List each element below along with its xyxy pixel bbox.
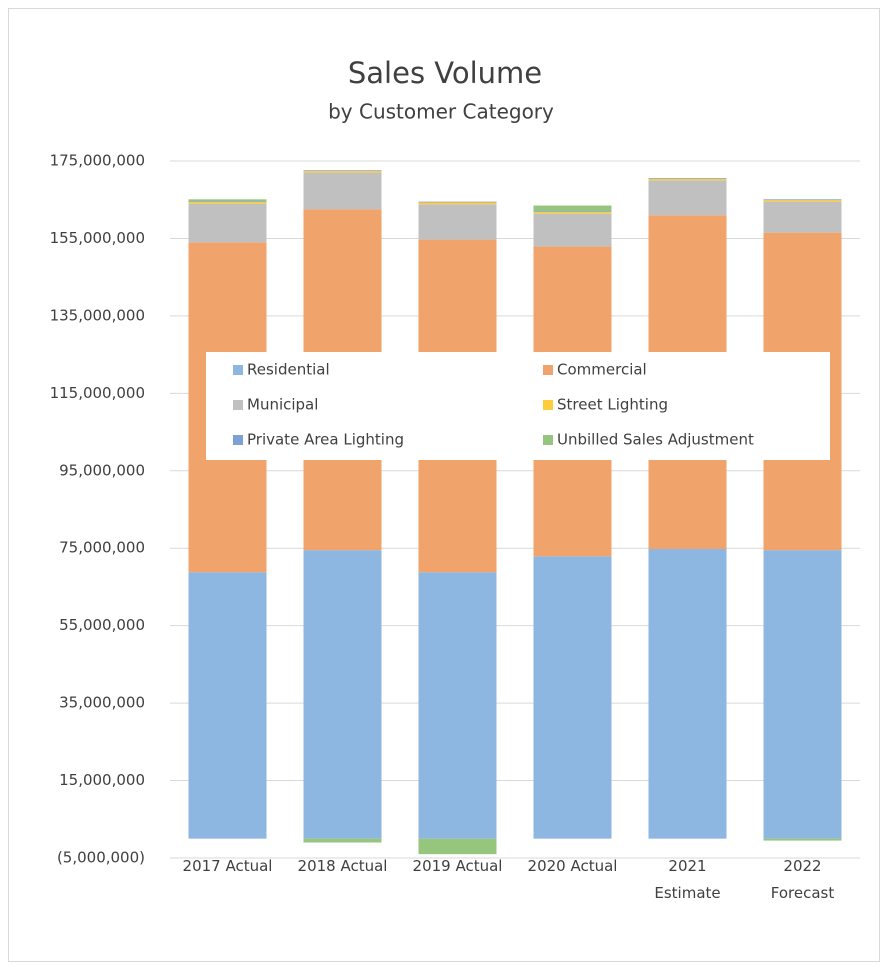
bar-segment (533, 556, 612, 839)
y-tick-label: 115,000,000 (50, 384, 145, 402)
bar-segment (303, 170, 382, 172)
x-tick-label: 2021 Estimate (654, 857, 720, 902)
bar-segment (418, 572, 497, 839)
bar-segment (303, 172, 382, 210)
y-tick-label: 35,000,000 (59, 694, 145, 712)
y-tick-label: 135,000,000 (50, 306, 145, 324)
bar-segment (763, 201, 842, 233)
bar-segment (188, 201, 267, 203)
chart-subtitle: by Customer Category (328, 100, 554, 124)
bar-segment (188, 202, 267, 204)
y-tick-label: 55,000,000 (59, 616, 145, 634)
y-tick-label: 155,000,000 (50, 229, 145, 247)
bar-segment (303, 838, 382, 843)
y-tick-label: 175,000,000 (50, 152, 145, 170)
x-tick-label: 2020 Actual (528, 857, 618, 875)
y-tick-label: (5,000,000) (57, 849, 145, 867)
bar-segment (418, 204, 497, 240)
legend-label: Private Area Lighting (247, 431, 404, 449)
x-tick-label: 2022 Forecast (771, 857, 835, 902)
bar-segment (533, 211, 612, 213)
bar-segment (763, 199, 842, 201)
x-tick-label: 2018 Actual (298, 857, 388, 875)
bar-segment (763, 838, 842, 841)
bar-segment (648, 548, 727, 839)
bar-segment (188, 203, 267, 243)
bar-segment (533, 212, 612, 214)
bar-segment (533, 213, 612, 247)
legend-swatch (543, 435, 553, 445)
bar-segment (648, 178, 727, 181)
legend-label: Commercial (557, 361, 647, 379)
x-tick-label: 2017 Actual (183, 857, 273, 875)
bar-segment (418, 202, 497, 205)
legend-swatch (543, 400, 553, 410)
y-tick-label: 95,000,000 (59, 461, 145, 479)
legend-swatch (233, 365, 243, 375)
y-tick-label: 15,000,000 (59, 771, 145, 789)
x-tick-label: 2019 Actual (413, 857, 503, 875)
bar-segment (763, 200, 842, 202)
bar-segment (648, 178, 727, 179)
chart-title: Sales Volume (348, 56, 542, 90)
legend-swatch (543, 365, 553, 375)
legend-label: Unbilled Sales Adjustment (557, 431, 754, 449)
bar-segment (648, 180, 727, 216)
y-tick-label: 75,000,000 (59, 539, 145, 557)
bar-segment (303, 550, 382, 839)
bar-segment (418, 201, 497, 203)
legend-box (206, 352, 830, 460)
bar-segment (763, 550, 842, 839)
legend-label: Municipal (247, 396, 318, 414)
legend-swatch (233, 400, 243, 410)
legend-label: Residential (247, 361, 330, 379)
bar-segment (188, 199, 267, 202)
bar-segment (533, 205, 612, 212)
bar-segment (188, 572, 267, 839)
bar-segment (303, 171, 382, 173)
bar-segment (418, 838, 497, 855)
legend-label: Street Lighting (557, 396, 668, 414)
legend-swatch (233, 435, 243, 445)
